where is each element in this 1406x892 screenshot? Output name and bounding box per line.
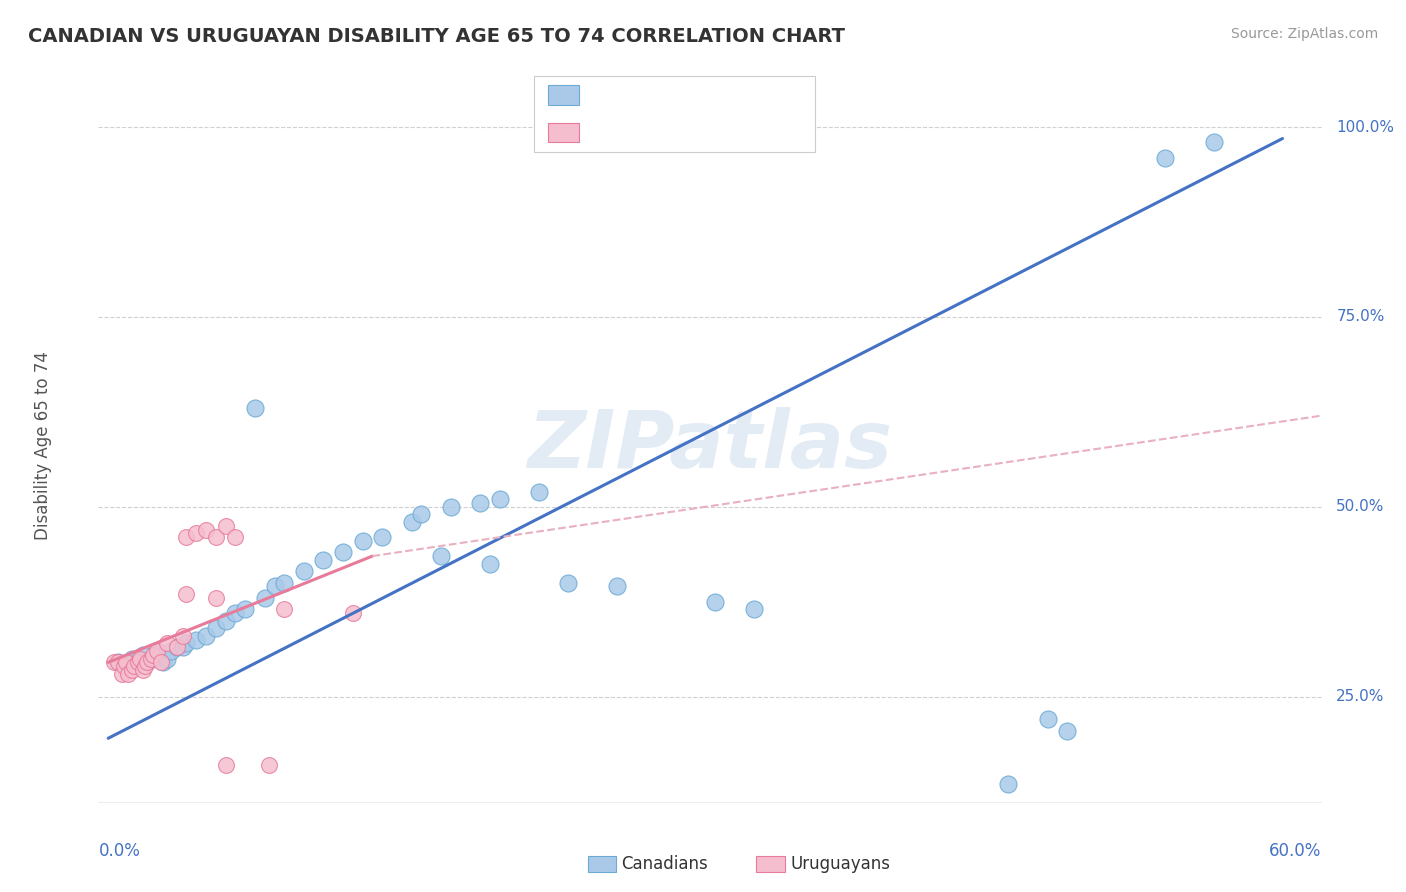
- Point: [146, 644, 169, 658]
- Point: [114, 656, 136, 670]
- Point: [150, 656, 173, 670]
- Point: [166, 640, 188, 655]
- Point: [997, 777, 1019, 791]
- Point: [172, 640, 194, 655]
- Point: [121, 663, 143, 677]
- Point: [127, 656, 149, 670]
- Point: [107, 656, 129, 670]
- Point: [134, 659, 156, 673]
- Point: [107, 656, 129, 670]
- Point: [166, 640, 188, 655]
- Point: [557, 575, 579, 590]
- Point: [160, 644, 183, 658]
- Point: [292, 564, 315, 578]
- Text: 25.0%: 25.0%: [1336, 689, 1385, 704]
- Point: [312, 553, 335, 567]
- Point: [141, 651, 163, 665]
- Point: [257, 757, 280, 772]
- Text: Canadians: Canadians: [621, 855, 709, 873]
- Point: [224, 530, 246, 544]
- Point: [111, 666, 134, 681]
- Point: [214, 757, 236, 772]
- Text: R = 0.326   N = 28: R = 0.326 N = 28: [591, 124, 761, 142]
- Text: 0.0%: 0.0%: [98, 842, 141, 860]
- Text: 100.0%: 100.0%: [1336, 120, 1395, 135]
- Point: [152, 656, 174, 670]
- Point: [703, 594, 725, 608]
- Point: [176, 587, 198, 601]
- Text: CANADIAN VS URUGUAYAN DISABILITY AGE 65 TO 74 CORRELATION CHART: CANADIAN VS URUGUAYAN DISABILITY AGE 65 …: [28, 27, 845, 45]
- Point: [121, 651, 143, 665]
- Point: [205, 530, 228, 544]
- Point: [122, 659, 145, 673]
- Point: [273, 575, 295, 590]
- Point: [186, 526, 208, 541]
- Point: [112, 659, 135, 673]
- Point: [172, 629, 194, 643]
- Point: [128, 651, 150, 665]
- Point: [127, 656, 149, 670]
- Point: [371, 530, 394, 544]
- Point: [214, 518, 236, 533]
- Text: 60.0%: 60.0%: [1270, 842, 1322, 860]
- Text: Source: ZipAtlas.com: Source: ZipAtlas.com: [1230, 27, 1378, 41]
- Point: [742, 602, 765, 616]
- Point: [142, 648, 165, 662]
- Point: [440, 500, 463, 514]
- Text: Disability Age 65 to 74: Disability Age 65 to 74: [34, 351, 52, 541]
- Point: [352, 533, 374, 548]
- Point: [430, 549, 453, 563]
- Point: [273, 602, 295, 616]
- Point: [411, 508, 433, 522]
- Point: [606, 579, 628, 593]
- Point: [253, 591, 276, 605]
- Point: [176, 530, 198, 544]
- Text: ZIPatlas: ZIPatlas: [527, 407, 893, 485]
- Point: [103, 656, 125, 670]
- Point: [205, 621, 228, 635]
- Point: [117, 656, 139, 670]
- Point: [117, 666, 139, 681]
- Point: [195, 523, 218, 537]
- Point: [146, 644, 169, 658]
- Point: [214, 614, 236, 628]
- Point: [195, 629, 218, 643]
- Point: [176, 636, 198, 650]
- Point: [156, 636, 179, 650]
- Point: [1036, 712, 1059, 726]
- Point: [141, 651, 163, 665]
- Point: [233, 602, 256, 616]
- Point: [1056, 723, 1078, 738]
- Point: [527, 484, 550, 499]
- Point: [132, 648, 155, 662]
- Point: [205, 591, 228, 605]
- Point: [156, 651, 179, 665]
- Point: [488, 492, 510, 507]
- Point: [342, 606, 364, 620]
- Point: [401, 515, 423, 529]
- Point: [263, 579, 285, 593]
- Point: [1154, 151, 1177, 165]
- Point: [136, 656, 159, 670]
- Point: [468, 496, 491, 510]
- Point: [332, 545, 354, 559]
- Text: 50.0%: 50.0%: [1336, 500, 1385, 514]
- Point: [132, 663, 155, 677]
- Text: 75.0%: 75.0%: [1336, 310, 1385, 325]
- Text: R = 0.702   N = 44: R = 0.702 N = 44: [591, 86, 761, 103]
- Text: Uruguayans: Uruguayans: [790, 855, 890, 873]
- Point: [1202, 136, 1225, 150]
- Point: [478, 557, 501, 571]
- Point: [186, 632, 208, 647]
- Point: [136, 656, 159, 670]
- Point: [224, 606, 246, 620]
- Point: [243, 401, 266, 415]
